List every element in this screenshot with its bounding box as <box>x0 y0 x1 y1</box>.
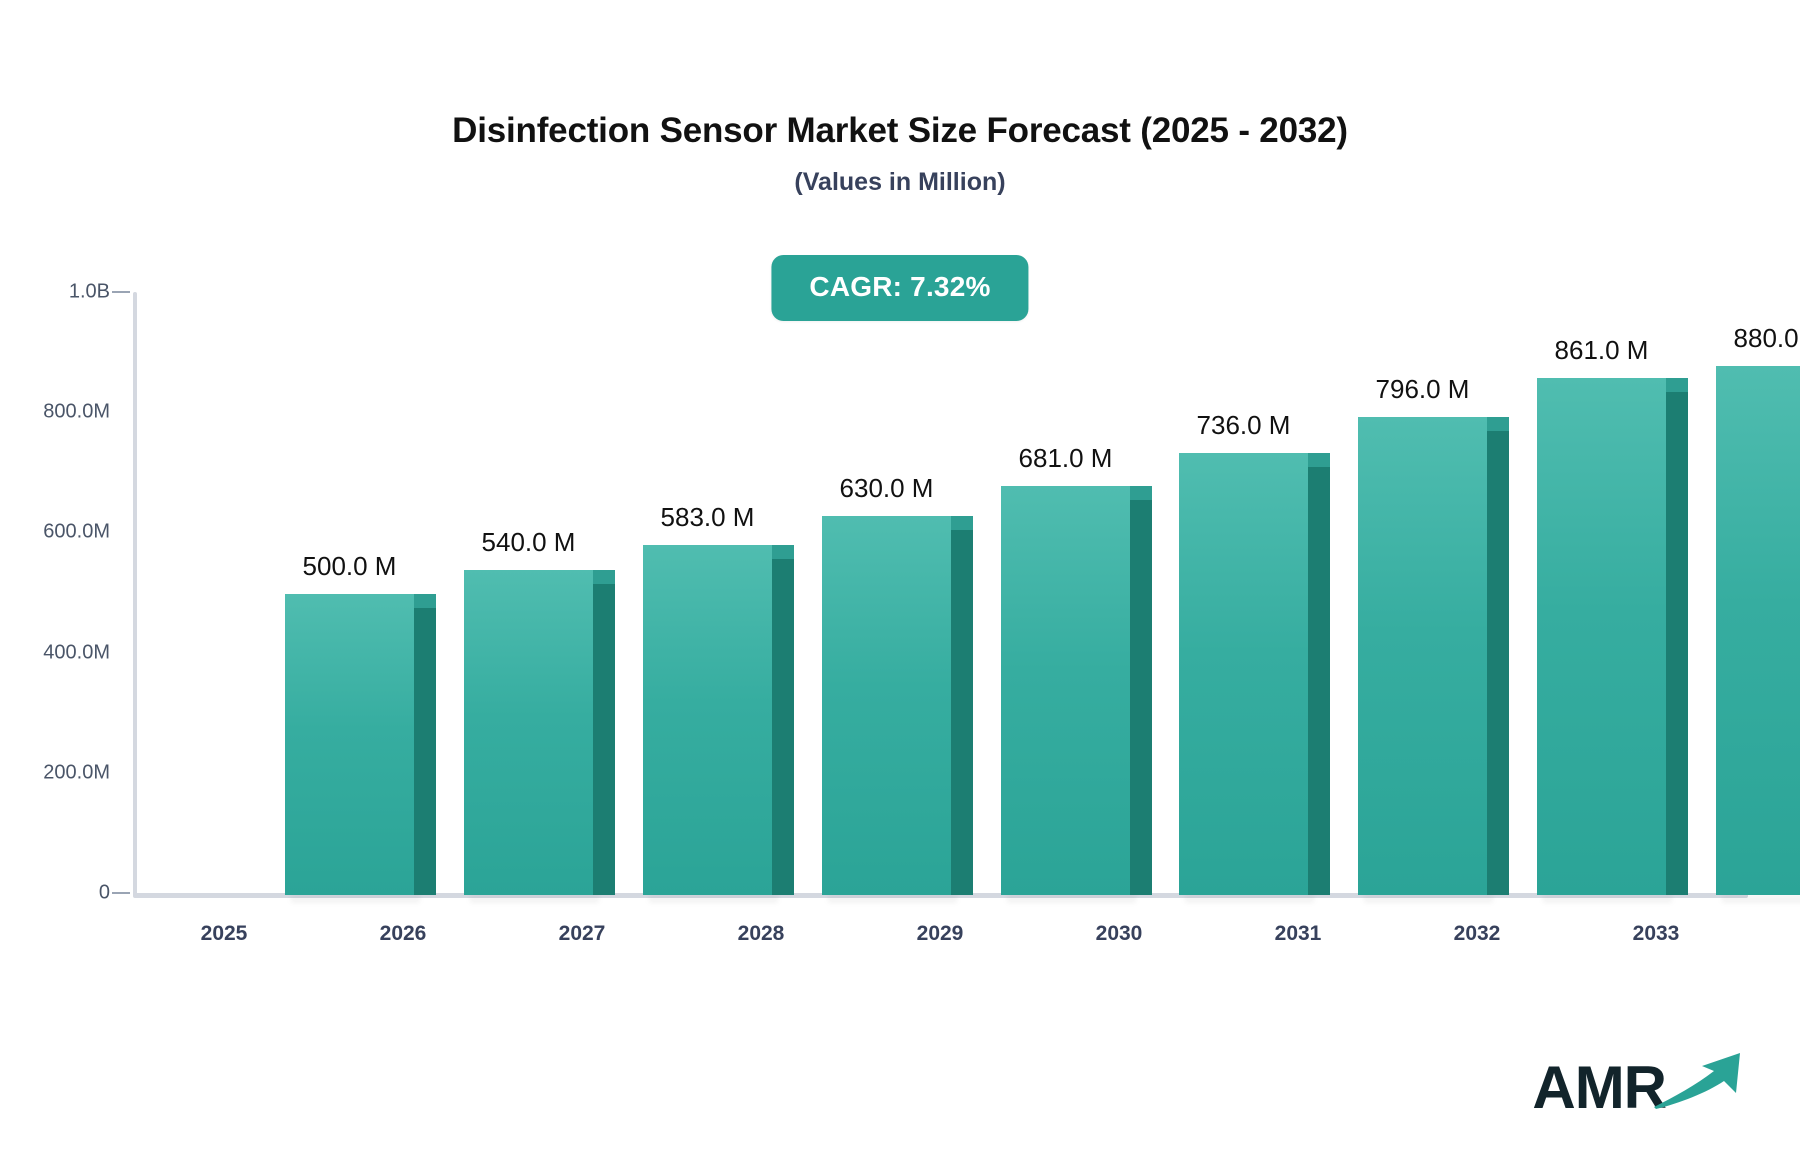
bar-value-label: 796.0 M <box>1375 374 1470 404</box>
bar-front-face <box>1537 378 1666 895</box>
y-axis-tick-label: 1.0B <box>68 280 110 303</box>
bar-2030: 736.0 M <box>1179 410 1330 903</box>
x-axis-tick-label: 2028 <box>737 922 785 945</box>
bar-front-face <box>285 594 414 895</box>
bar-front-face <box>1358 417 1487 895</box>
bar-top-bevel <box>951 516 973 530</box>
title-block: Disinfection Sensor Market Size Forecast… <box>0 0 1800 196</box>
plot-area: 500.0 M 540.0 M 583.0 M 630.0 M 681.0 M 736.0… <box>135 292 1800 903</box>
bar-2031: 796.0 M <box>1358 374 1509 903</box>
bar-2029: 681.0 M <box>1001 443 1152 903</box>
bar-side-face <box>593 584 615 895</box>
x-axis-tick-label: 2033 <box>1632 922 1680 945</box>
y-axis-tick-label: 800.0M <box>43 400 110 423</box>
bar-shadow <box>649 895 778 903</box>
bar-top-bevel <box>1487 417 1509 431</box>
bar-top-bevel <box>772 545 794 559</box>
bar-front-face <box>1001 486 1130 895</box>
bar-shadow <box>1722 895 1800 903</box>
y-axis-tick-mark <box>112 291 130 293</box>
bar-side-face <box>951 530 973 895</box>
bar-top-bevel <box>414 594 436 608</box>
bar-value-label: 500.0 M <box>302 551 397 581</box>
bar-side-face <box>1487 431 1509 895</box>
x-axis-tick-label: 2026 <box>379 922 427 945</box>
bar-shadow <box>1007 895 1136 903</box>
bar-shadow <box>470 895 599 903</box>
cagr-badge: CAGR: 7.32% <box>771 255 1029 321</box>
bar-shadow <box>291 895 420 903</box>
bar-front-face <box>1179 453 1308 895</box>
x-axis-tick-label: 2032 <box>1453 922 1501 945</box>
amr-logo: AMR <box>1532 1047 1748 1118</box>
bar-shadow <box>1543 895 1672 903</box>
bar-value-label: 540.0 M <box>481 527 576 557</box>
x-axis-tick-label: 2031 <box>1274 922 1322 945</box>
bar-value-label: 880.0 M <box>1733 323 1800 353</box>
chart-subtitle: (Values in Million) <box>794 167 1006 196</box>
bar-top-bevel <box>1308 453 1330 467</box>
amr-wordmark: AMR <box>1532 1054 1667 1121</box>
bar-shadow <box>1364 895 1493 903</box>
bar-side-face <box>1308 467 1330 895</box>
bar-side-face <box>1130 500 1152 895</box>
bar-value-label: 583.0 M <box>660 502 755 532</box>
bar-2032: 861.0 M <box>1537 335 1688 903</box>
bar-2033: 880.0 M <box>1716 323 1800 903</box>
bar-value-label: 630.0 M <box>839 473 934 503</box>
bar-front-face <box>822 516 951 895</box>
bar-value-label: 861.0 M <box>1554 335 1649 365</box>
bar-value-label: 736.0 M <box>1196 410 1291 440</box>
bar-top-bevel <box>1130 486 1152 500</box>
y-axis-tick-label: 200.0M <box>43 761 110 784</box>
y-axis-tick-mark <box>112 892 130 894</box>
bar-front-face <box>464 570 593 895</box>
bar-2025: 500.0 M <box>285 551 436 903</box>
x-axis-tick-label: 2029 <box>916 922 964 945</box>
bar-side-face <box>1666 392 1688 895</box>
bar-2028: 630.0 M <box>822 473 973 903</box>
x-axis-tick-label: 2025 <box>200 922 248 945</box>
growth-arrow-icon <box>1652 1047 1748 1116</box>
bar-shadow <box>1185 895 1314 903</box>
y-axis-tick-label: 400.0M <box>43 641 110 664</box>
x-axis-tick-label: 2027 <box>558 922 606 945</box>
bar-front-face <box>643 545 772 895</box>
y-axis-line <box>133 292 137 897</box>
y-axis-tick-label: 600.0M <box>43 520 110 543</box>
x-axis-tick-label: 2030 <box>1095 922 1143 945</box>
bar-top-bevel <box>1666 378 1688 392</box>
bar-2026: 540.0 M <box>464 527 615 903</box>
bar-side-face <box>772 559 794 895</box>
chart-title: Disinfection Sensor Market Size Forecast… <box>452 111 1348 150</box>
x-axis-line <box>133 893 1748 898</box>
bar-front-face <box>1716 366 1800 895</box>
y-axis-tick-label: 0 <box>98 881 110 904</box>
bar-side-face <box>414 608 436 895</box>
bar-top-bevel <box>593 570 615 584</box>
bar-2027: 583.0 M <box>643 502 794 903</box>
bar-value-label: 681.0 M <box>1018 443 1113 473</box>
bar-shadow <box>828 895 957 903</box>
